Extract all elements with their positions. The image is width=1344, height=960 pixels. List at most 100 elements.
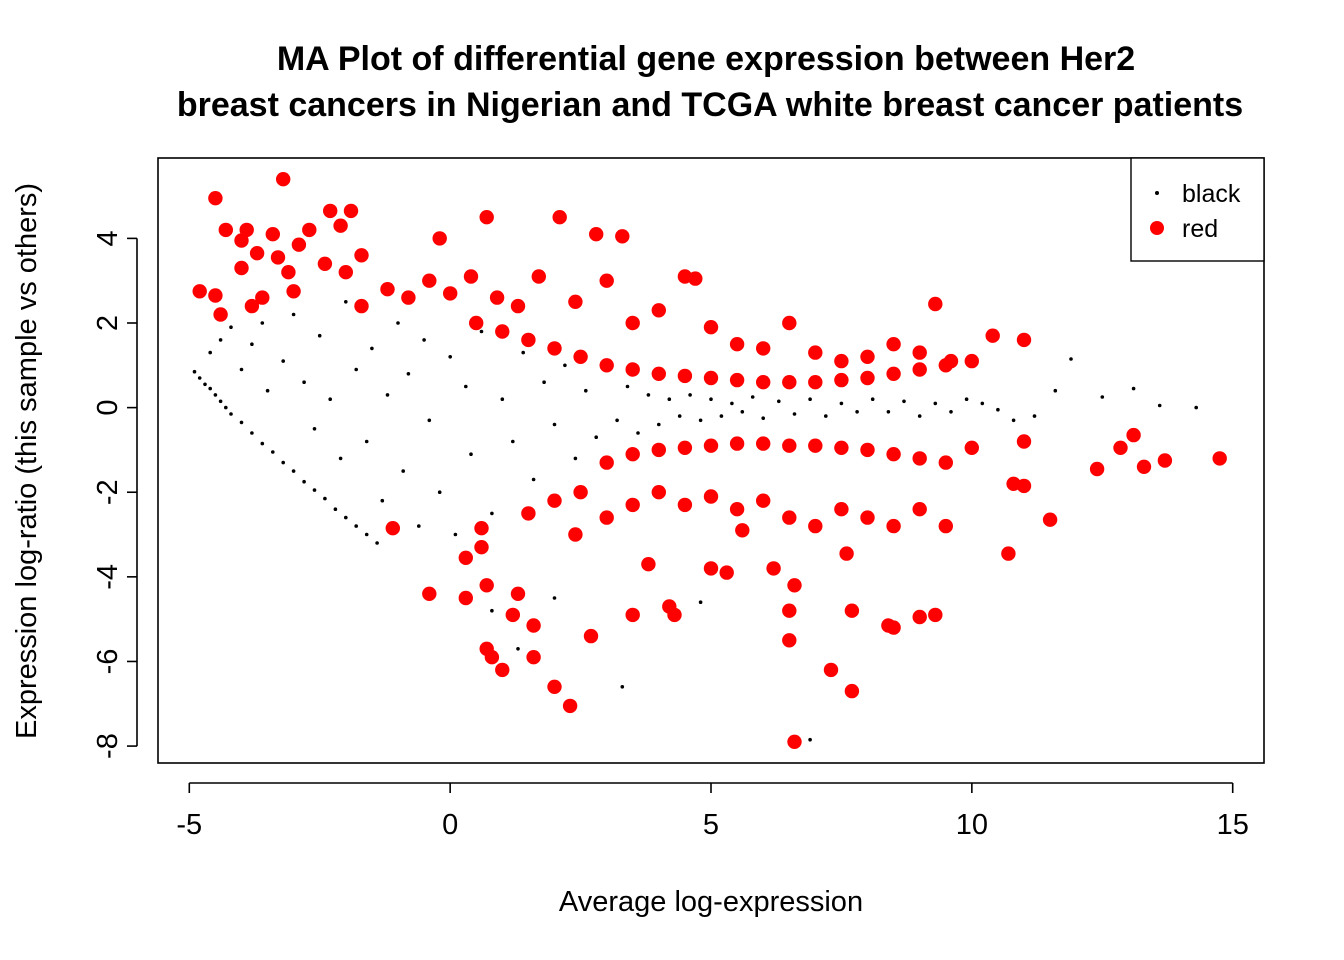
point-red-155 — [510, 586, 526, 601]
point-red-148 — [860, 510, 875, 525]
point-red-27 — [422, 273, 437, 288]
point-red-126 — [505, 607, 520, 623]
point-red-44 — [703, 320, 719, 335]
point-red-41 — [651, 303, 666, 318]
point-black-53 — [479, 329, 484, 334]
point-red-22 — [354, 298, 369, 314]
point-black-74 — [698, 418, 703, 423]
point-red-146 — [808, 518, 823, 534]
point-red-141 — [677, 497, 693, 513]
x-tick-label-4: 15 — [1217, 809, 1249, 841]
point-black-13 — [291, 469, 296, 473]
point-red-67 — [703, 370, 719, 386]
point-black-27 — [260, 321, 265, 325]
point-black-88 — [886, 410, 891, 414]
point-black-39 — [370, 346, 374, 351]
y-tick-label-6: 4 — [92, 230, 124, 246]
legend-label-red: red — [1182, 215, 1218, 243]
point-red-26 — [401, 290, 416, 305]
point-red-29 — [443, 286, 458, 301]
point-red-11 — [249, 246, 265, 261]
point-black-108 — [698, 600, 703, 604]
plot-frame — [157, 157, 1265, 764]
point-red-107 — [881, 618, 896, 633]
point-red-154 — [735, 523, 750, 538]
point-red-20 — [255, 290, 270, 305]
point-black-7 — [229, 412, 233, 416]
point-red-66 — [677, 368, 693, 384]
point-black-35 — [338, 456, 343, 461]
point-red-100 — [1016, 478, 1032, 494]
point-black-54 — [490, 511, 494, 516]
point-black-82 — [792, 412, 797, 416]
point-black-17 — [333, 507, 338, 512]
point-red-73 — [860, 370, 875, 386]
point-red-153 — [766, 561, 781, 576]
point-black-61 — [563, 363, 567, 368]
point-red-9 — [234, 233, 249, 248]
legend: black red — [1130, 157, 1265, 262]
point-black-101 — [1131, 386, 1136, 391]
point-black-102 — [1157, 403, 1162, 408]
point-red-80 — [677, 440, 693, 455]
point-black-19 — [354, 524, 359, 528]
point-black-69 — [646, 393, 651, 397]
point-red-70 — [782, 375, 797, 390]
point-red-53 — [928, 296, 943, 312]
point-red-13 — [317, 256, 333, 271]
point-black-66 — [615, 418, 619, 423]
x-axis-label: Average log-expression — [559, 886, 863, 918]
point-red-2 — [323, 203, 338, 219]
series-red — [192, 172, 1227, 749]
point-black-0 — [192, 369, 197, 374]
point-red-3 — [343, 203, 359, 219]
point-black-71 — [667, 397, 672, 402]
point-red-137 — [573, 485, 588, 500]
point-black-47 — [427, 418, 432, 423]
y-tick-label-5: 2 — [92, 315, 124, 331]
point-red-84 — [782, 438, 797, 453]
point-black-37 — [354, 367, 359, 372]
point-black-92 — [949, 410, 953, 414]
point-red-125 — [479, 641, 494, 656]
point-red-134 — [385, 521, 400, 536]
point-black-30 — [291, 312, 296, 317]
point-red-102 — [1001, 546, 1016, 561]
point-red-38 — [615, 229, 630, 244]
point-red-133 — [474, 521, 489, 536]
point-red-142 — [703, 489, 719, 504]
point-red-77 — [599, 455, 614, 470]
point-red-90 — [938, 455, 953, 470]
chart-title-line2: breast cancers in Nigerian and TCGA whit… — [177, 86, 1243, 124]
point-red-130 — [422, 586, 437, 601]
point-black-79 — [750, 395, 755, 399]
point-red-8 — [333, 218, 348, 233]
point-red-28 — [432, 231, 447, 246]
x-tick-label-3: 10 — [956, 809, 988, 841]
y-tick-label-4: 0 — [92, 400, 124, 416]
point-black-12 — [281, 460, 286, 465]
point-black-62 — [573, 456, 578, 461]
point-red-30 — [463, 269, 479, 284]
point-red-65 — [651, 366, 666, 381]
point-black-45 — [417, 524, 421, 528]
point-black-104 — [620, 685, 625, 689]
point-red-132 — [474, 540, 489, 555]
point-red-59 — [495, 324, 510, 339]
point-red-96 — [1136, 459, 1152, 474]
point-black-34 — [328, 397, 333, 402]
point-red-55 — [964, 353, 979, 369]
point-black-90 — [917, 414, 922, 418]
point-red-62 — [573, 349, 588, 364]
x-axis: -5 0 5 10 15 — [176, 782, 1249, 841]
point-black-11 — [271, 450, 275, 454]
point-red-63 — [599, 358, 614, 373]
point-black-89 — [902, 399, 906, 404]
point-black-8 — [239, 420, 244, 425]
point-red-91 — [964, 440, 979, 455]
point-black-32 — [312, 427, 317, 431]
point-black-31 — [302, 380, 306, 385]
point-black-51 — [464, 384, 468, 389]
point-red-136 — [547, 493, 562, 508]
point-red-93 — [1126, 427, 1141, 443]
